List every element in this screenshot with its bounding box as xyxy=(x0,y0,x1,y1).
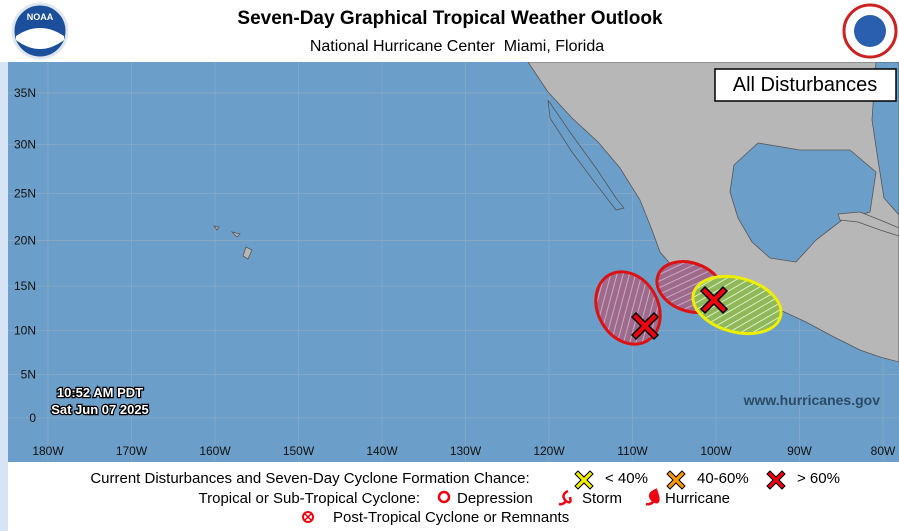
legend-icon-high xyxy=(766,470,786,490)
lat-tick-label: 25N xyxy=(14,187,36,201)
gulf-of-california xyxy=(547,99,625,211)
disturbance-marker-high xyxy=(699,285,729,315)
disturbance-marker-high xyxy=(630,311,660,341)
subtitle: National Hurricane Center Miami, Florida xyxy=(310,38,604,55)
legend-icon-post-tropical xyxy=(302,511,314,523)
timestamp-time: 10:52 AM PDT xyxy=(57,385,143,400)
legend-cyclone: Depression xyxy=(457,490,533,507)
gulf-of-mexico xyxy=(729,142,877,263)
noaa-logo-text: NOAA xyxy=(27,12,54,22)
website: www.hurricanes.gov xyxy=(743,392,881,408)
lon-tick-label: 140W xyxy=(366,444,398,458)
tick-labels: 180W 170W 160W 150W 140W 130W 120W 110W 100W 90W 8… xyxy=(14,86,896,458)
lon-tick-label: 160W xyxy=(199,444,231,458)
map-area: 180W 170W 160W 150W 140W 130W 120W 110W 100W 90W 8… xyxy=(8,62,899,462)
nws-logo-center xyxy=(854,15,886,47)
lat-tick-label: 30N xyxy=(14,138,36,152)
lat-tick-label: 15N xyxy=(14,279,36,293)
panel-box xyxy=(714,68,897,102)
legend-icon-storm xyxy=(558,489,572,506)
lat-tick-label: 0 xyxy=(29,411,36,425)
legend-chance: < 40% xyxy=(605,470,648,487)
lon-tick-label: 120W xyxy=(533,444,565,458)
legend-cyclone: Hurricane xyxy=(665,490,730,507)
lon-tick-label: 110W xyxy=(617,444,648,458)
legend-cyclone: Storm xyxy=(582,490,622,507)
lat-tick-label: 20N xyxy=(14,234,36,248)
lon-tick-label: 90W xyxy=(787,444,812,458)
legend-chance: 40-60% xyxy=(697,470,749,487)
lon-tick-label: 130W xyxy=(450,444,482,458)
title: Seven-Day Graphical Tropical Weather Out… xyxy=(237,8,663,29)
noaa-logo-wave xyxy=(16,28,64,49)
lon-tick-label: 80W xyxy=(871,444,896,458)
panel-label: All Disturbances xyxy=(733,74,878,96)
timestamp-date: Sat Jun 07 2025 xyxy=(51,402,149,417)
disturbance-area-low xyxy=(691,274,783,336)
lon-tick-label: 100W xyxy=(700,444,732,458)
lat-tick-label: 10N xyxy=(14,324,36,338)
legend-icon-medium xyxy=(666,470,686,490)
legend-icon-hurricane xyxy=(645,488,660,506)
legend-post-tropical: Post-Tropical Cyclone or Remnants xyxy=(333,509,569,526)
lon-tick-label: 170W xyxy=(116,444,148,458)
legend-icon-depression xyxy=(437,490,451,504)
legend-formation-title: Current Disturbances and Seven-Day Cyclo… xyxy=(90,470,529,487)
lon-tick-label: 150W xyxy=(283,444,315,458)
legend-icon-post-tropical-x xyxy=(304,513,312,521)
lat-tick-label: 35N xyxy=(14,86,36,100)
cuba xyxy=(837,211,899,237)
legend-chance: > 60% xyxy=(797,470,840,487)
lat-tick-label: 5N xyxy=(21,367,36,381)
side-strip xyxy=(0,62,8,531)
legend-icon-low xyxy=(574,470,594,490)
lon-tick-label: 180W xyxy=(32,444,64,458)
hawaii xyxy=(213,225,253,260)
legend-cyclone-title: Tropical or Sub-Tropical Cyclone: xyxy=(199,490,420,507)
